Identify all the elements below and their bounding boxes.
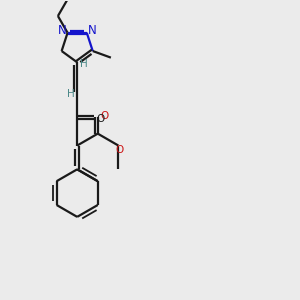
Text: O: O (101, 111, 109, 121)
Text: N: N (88, 24, 97, 37)
Text: O: O (116, 145, 124, 155)
Text: H: H (67, 88, 74, 98)
Text: O: O (96, 114, 104, 124)
Text: N: N (58, 24, 67, 37)
Text: H: H (80, 59, 88, 69)
